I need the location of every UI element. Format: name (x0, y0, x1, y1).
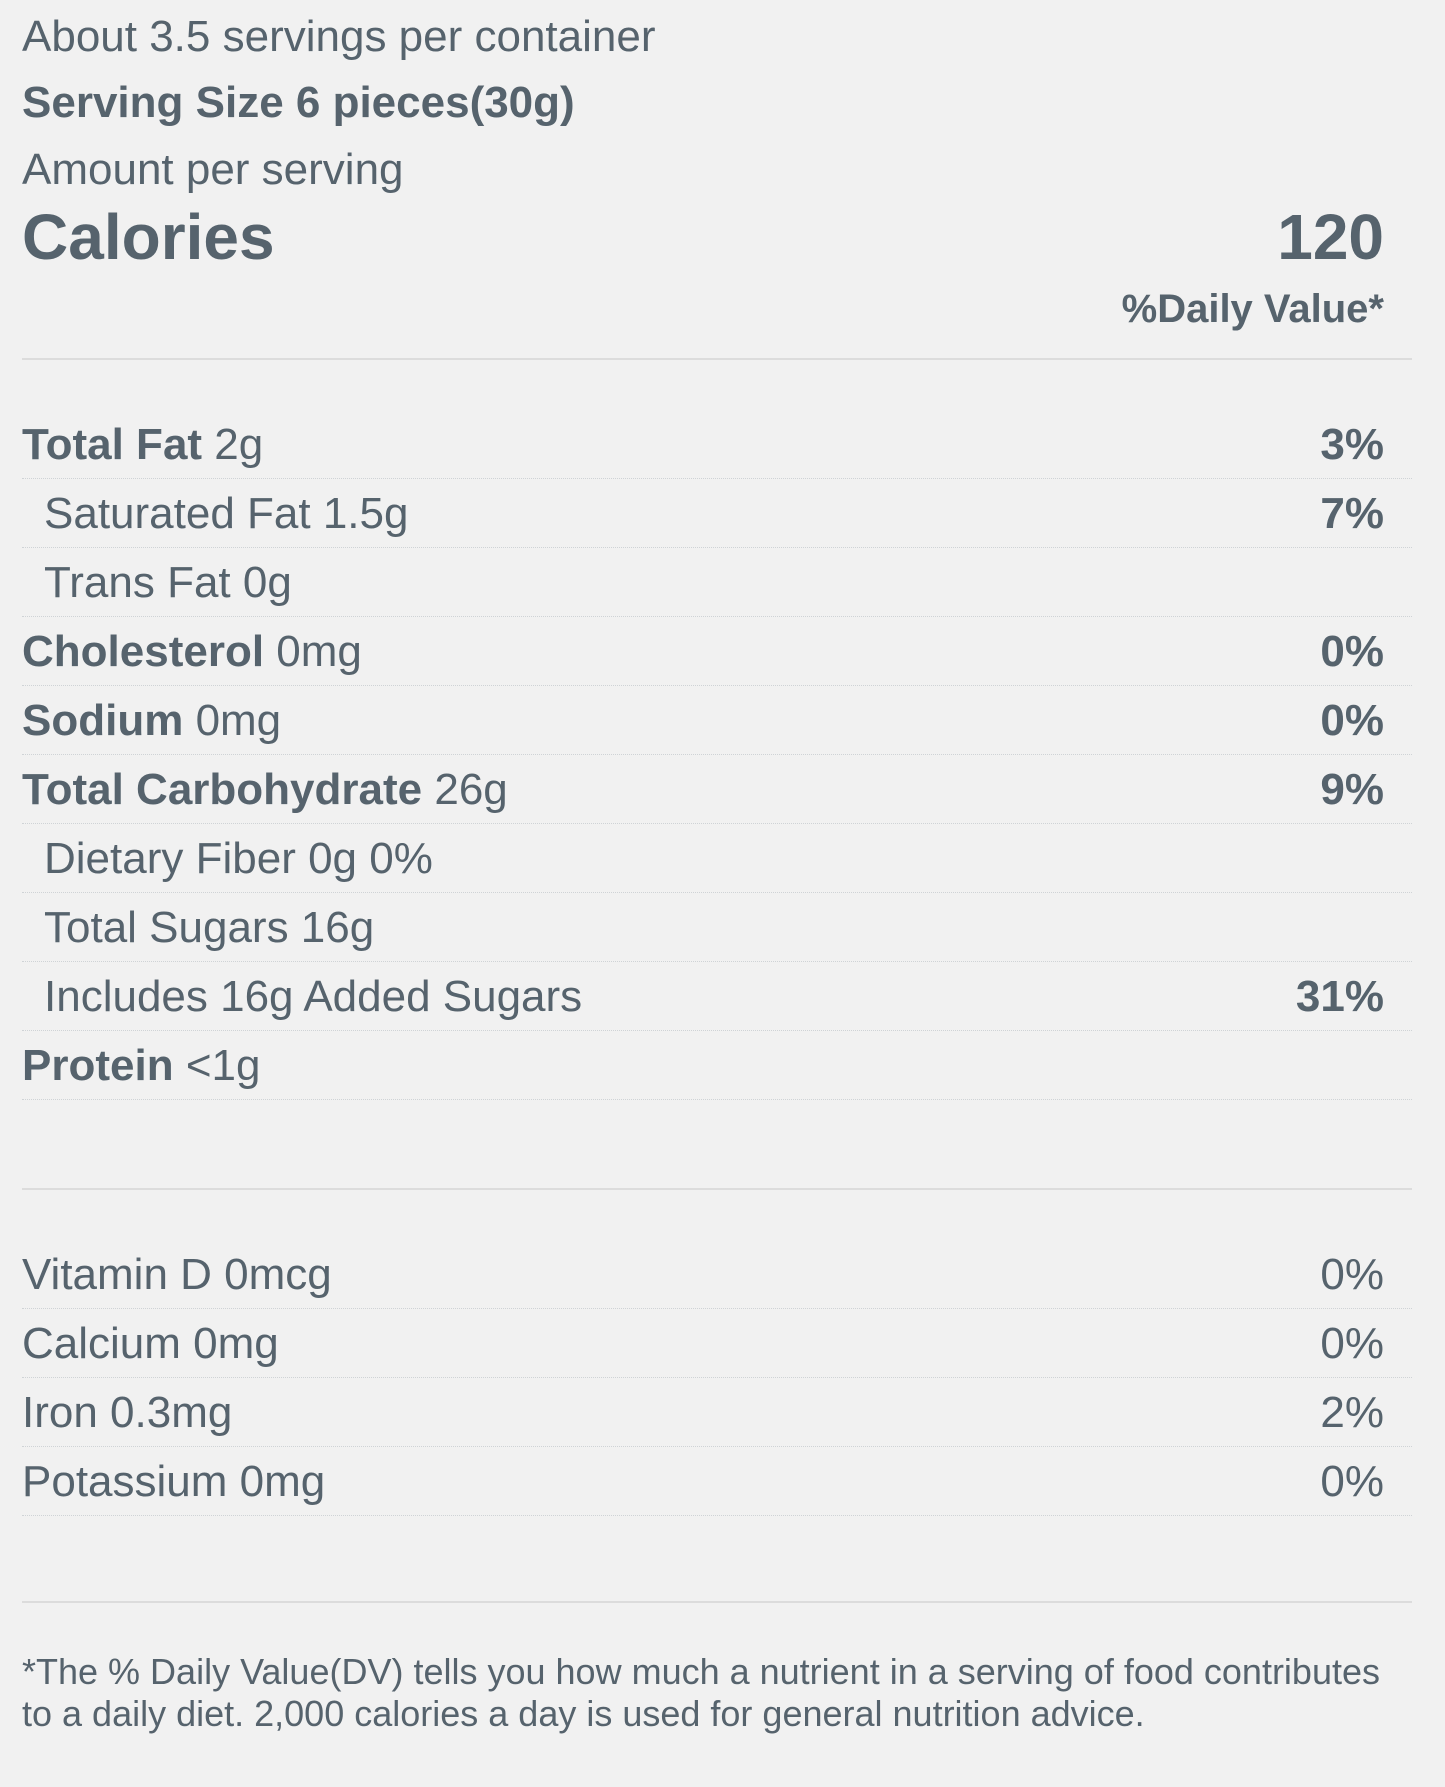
vitamin-dv: 0% (1320, 1250, 1384, 1299)
nutrient-dv: 7% (1320, 489, 1384, 538)
nutrient-amount: 26g (434, 765, 508, 814)
nutrient-name: Total Sugars 16g (44, 903, 375, 952)
daily-value-header: %Daily Value* (1121, 287, 1384, 331)
nutrient-name: Saturated Fat 1.5g (44, 489, 409, 538)
nutrient-name: Total Fat (22, 420, 203, 469)
vitamin-name: Calcium 0mg (22, 1319, 279, 1368)
vitamin-row-iron: Iron 0.3mg 2% (22, 1378, 1412, 1447)
vitamin-dv: 0% (1320, 1457, 1384, 1506)
nutrient-row-trans-fat: Trans Fat 0g (22, 548, 1412, 617)
divider (22, 1188, 1412, 1190)
vitamin-name: Potassium 0mg (22, 1457, 326, 1506)
nutrient-name: Trans Fat 0g (44, 558, 292, 607)
calories-label: Calories (22, 201, 275, 273)
nutrient-name: Protein (22, 1041, 174, 1090)
nutrient-name: Total Carbohydrate (22, 765, 423, 814)
nutrient-amount: 0mg (276, 627, 362, 676)
vitamin-row-calcium: Calcium 0mg 0% (22, 1309, 1412, 1378)
nutrient-list: Total Fat 2g 3% Saturated Fat 1.5g 7% Tr… (22, 410, 1412, 1100)
nutrient-row-total-fat: Total Fat 2g 3% (22, 410, 1412, 479)
nutrient-name: Sodium (22, 696, 184, 745)
vitamin-name: Vitamin D 0mcg (22, 1250, 332, 1299)
vitamin-row-potassium: Potassium 0mg 0% (22, 1447, 1412, 1516)
vitamin-name: Iron 0.3mg (22, 1388, 233, 1437)
nutrient-row-sodium: Sodium 0mg 0% (22, 686, 1412, 755)
nutrient-dv: 0% (1320, 696, 1384, 745)
nutrient-amount: <1g (185, 1041, 261, 1090)
vitamin-dv: 2% (1320, 1388, 1384, 1437)
nutrient-row-total-carbohydrate: Total Carbohydrate 26g 9% (22, 755, 1412, 824)
nutrient-amount: 0mg (195, 696, 282, 745)
nutrient-row-saturated-fat: Saturated Fat 1.5g 7% (22, 479, 1412, 548)
divider (22, 1601, 1412, 1603)
divider (22, 358, 1412, 360)
servings-per-container: About 3.5 servings per container (22, 12, 656, 61)
nutrient-name: Dietary Fiber 0g 0% (44, 834, 433, 883)
nutrient-row-dietary-fiber: Dietary Fiber 0g 0% (22, 824, 1412, 893)
nutrient-dv: 31% (1295, 972, 1384, 1021)
daily-value-footnote: *The % Daily Value(DV) tells you how muc… (22, 1651, 1380, 1734)
nutrient-dv: 0% (1320, 627, 1384, 676)
nutrient-dv: 9% (1320, 765, 1384, 814)
nutrient-row-total-sugars: Total Sugars 16g (22, 893, 1412, 962)
amount-per-serving: Amount per serving (22, 145, 404, 194)
nutrient-dv: 3% (1320, 420, 1384, 469)
nutrient-row-added-sugars: Includes 16g Added Sugars 31% (22, 962, 1412, 1031)
vitamin-list: Vitamin D 0mcg 0% Calcium 0mg 0% Iron 0.… (22, 1240, 1412, 1516)
nutrient-row-cholesterol: Cholesterol 0mg 0% (22, 617, 1412, 686)
nutrient-amount: 2g (214, 420, 264, 469)
vitamin-row-vitamin-d: Vitamin D 0mcg 0% (22, 1240, 1412, 1309)
vitamin-dv: 0% (1320, 1319, 1384, 1368)
nutrient-name: Includes 16g Added Sugars (44, 972, 583, 1021)
calories-value: 120 (1277, 201, 1384, 273)
nutrient-row-protein: Protein <1g (22, 1031, 1412, 1100)
serving-size: Serving Size 6 pieces(30g) (22, 78, 575, 127)
nutrient-name: Cholesterol (22, 627, 265, 676)
